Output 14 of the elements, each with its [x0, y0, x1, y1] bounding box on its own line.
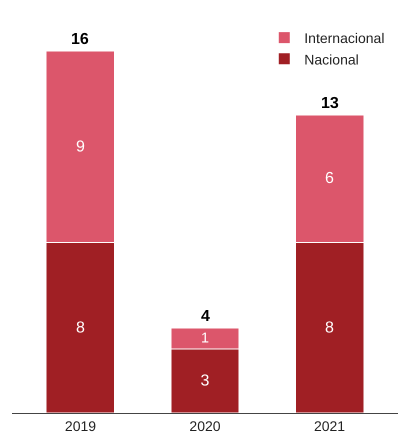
- data-label: 6: [325, 170, 334, 188]
- data-label: 8: [76, 319, 85, 336]
- total-label: 4: [201, 308, 210, 325]
- data-label: 1: [200, 330, 209, 347]
- data-label: 3: [200, 372, 210, 390]
- total-label: 13: [321, 95, 339, 112]
- total-label: 16: [71, 31, 89, 48]
- legend-label: Nacional: [304, 51, 359, 68]
- data-label: 8: [325, 319, 334, 336]
- data-label: 9: [76, 138, 85, 156]
- legend-label: Internacional: [304, 30, 384, 46]
- x-tick-label: 2021: [314, 418, 346, 434]
- x-tick-label: 2020: [189, 418, 221, 434]
- x-tick-label: 2019: [64, 418, 96, 434]
